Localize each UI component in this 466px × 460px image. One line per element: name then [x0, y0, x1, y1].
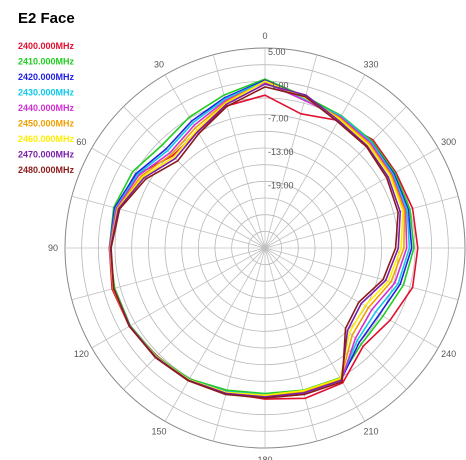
- legend-entry: 2450.000MHz: [18, 119, 75, 129]
- angle-tick-label: 240: [441, 349, 456, 359]
- radial-tick-label: -13.00: [268, 147, 294, 157]
- legend-entry: 2460.000MHz: [18, 134, 75, 144]
- angle-tick-label: 300: [441, 137, 456, 147]
- angle-tick-label: 150: [151, 427, 166, 437]
- angle-tick-label: 0: [262, 31, 267, 41]
- angle-tick-label: 60: [76, 137, 86, 147]
- legend: 2400.000MHz 2410.000MHz 2420.000MHz 2430.00…: [18, 41, 75, 175]
- legend-entry: 2400.000MHz: [18, 41, 75, 51]
- grid-spoke: [91, 147, 266, 249]
- grid-spoke: [264, 247, 318, 442]
- series-line: [109, 83, 402, 398]
- legend-entry: 2410.000MHz: [18, 57, 75, 67]
- series-lines: [108, 78, 419, 400]
- grid-spoke: [164, 247, 266, 422]
- grid-spoke: [123, 247, 266, 390]
- angle-tick-label: 30: [154, 59, 164, 69]
- grid-spoke: [264, 74, 366, 249]
- angle-tick-label: 120: [74, 349, 89, 359]
- grid-spoke: [71, 247, 266, 301]
- grid-spoke: [264, 195, 459, 249]
- grid-spoke: [91, 247, 266, 349]
- angle-tick-label: 90: [48, 243, 58, 253]
- grid-spoke: [164, 74, 266, 249]
- legend-entry: 2480.000MHz: [18, 165, 75, 175]
- grid-spoke: [212, 247, 266, 442]
- grid-spoke: [264, 147, 439, 249]
- grid-spoke: [264, 247, 439, 349]
- angle-tick-label: 330: [363, 59, 378, 69]
- grid-spoke: [264, 247, 459, 301]
- grid-spoke: [212, 54, 266, 249]
- radial-tick-label: 5.00: [268, 47, 286, 57]
- grid-spoke: [264, 106, 407, 249]
- legend-entry: 2440.000MHz: [18, 103, 75, 113]
- grid-spoke: [123, 106, 266, 249]
- legend-entry: 2430.000MHz: [18, 88, 75, 98]
- polar-grid: [64, 47, 466, 449]
- chart-title: E2 Face: [18, 10, 75, 27]
- grid-spoke: [264, 247, 366, 422]
- grid-spoke: [264, 247, 407, 390]
- legend-entry: 2420.000MHz: [18, 72, 75, 82]
- axis-labels: 03060901201501802102402703003305.00-1.00…: [48, 31, 456, 460]
- angle-tick-label: 210: [363, 427, 378, 437]
- legend-entry: 2470.000MHz: [18, 150, 75, 160]
- radial-tick-label: -7.00: [268, 114, 289, 124]
- angle-tick-label: 180: [257, 455, 272, 460]
- series-line: [110, 86, 399, 399]
- grid-spoke: [264, 54, 318, 249]
- series-line: [109, 80, 404, 397]
- series-line: [108, 78, 415, 395]
- radial-tick-label: -19.00: [268, 180, 294, 190]
- grid-spoke: [71, 195, 266, 249]
- radial-tick-label: -1.00: [268, 80, 289, 90]
